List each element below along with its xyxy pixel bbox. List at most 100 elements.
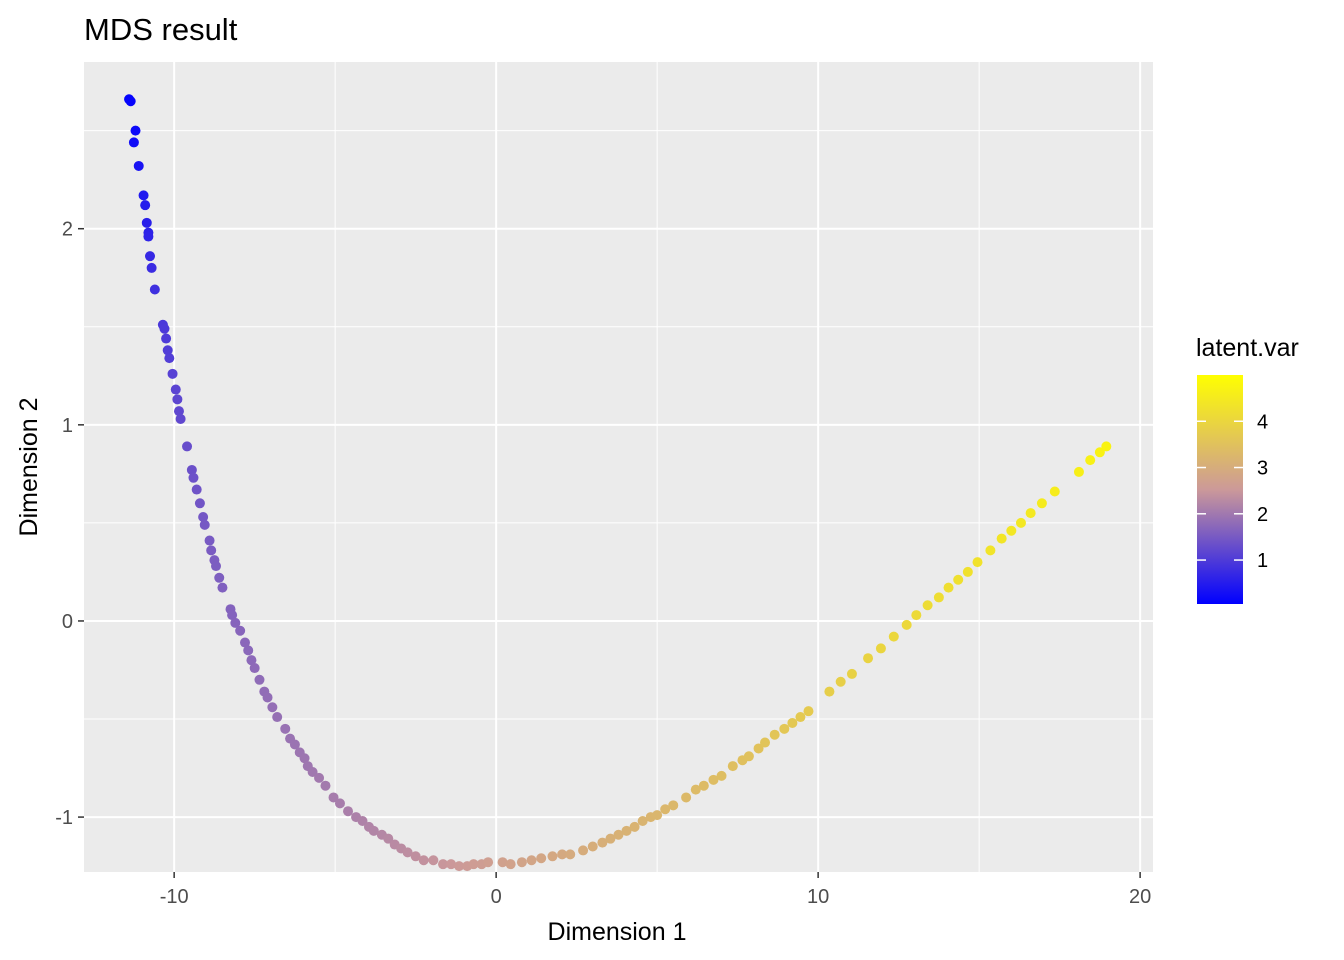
data-points xyxy=(124,94,1112,872)
data-point xyxy=(145,251,156,262)
legend-colorbar xyxy=(1197,375,1243,604)
data-point xyxy=(1036,498,1047,509)
data-point xyxy=(803,706,814,717)
data-point xyxy=(1015,517,1026,528)
legend-ticks: 1 2 3 4 xyxy=(1197,411,1268,572)
data-point xyxy=(743,751,754,762)
data-point xyxy=(410,851,421,862)
data-point xyxy=(146,262,157,273)
data-point xyxy=(727,761,738,772)
data-point xyxy=(1085,455,1096,466)
data-point xyxy=(128,137,139,148)
data-point xyxy=(320,780,331,791)
chart-title: MDS result xyxy=(84,12,238,47)
data-point xyxy=(668,800,679,811)
x-axis-label: Dimension 1 xyxy=(548,918,687,946)
data-point xyxy=(1101,441,1112,452)
data-point xyxy=(188,472,199,483)
data-point xyxy=(985,545,996,556)
data-point xyxy=(368,825,379,836)
data-point xyxy=(690,784,701,795)
y-tick-label: 0 xyxy=(62,611,73,633)
data-point xyxy=(254,674,265,685)
data-point xyxy=(130,125,141,136)
data-point xyxy=(198,512,209,523)
data-point xyxy=(1049,486,1060,497)
data-point xyxy=(716,770,727,781)
data-point xyxy=(343,806,354,817)
data-point xyxy=(211,561,222,572)
data-point xyxy=(402,847,413,858)
data-point xyxy=(383,833,394,844)
data-point xyxy=(280,723,291,734)
data-point xyxy=(267,702,278,713)
data-point xyxy=(438,859,449,870)
data-point xyxy=(996,533,1007,544)
data-point xyxy=(953,574,964,585)
data-point xyxy=(418,855,429,866)
data-point xyxy=(173,406,184,417)
data-point xyxy=(637,816,648,827)
legend-tick-label: 4 xyxy=(1257,411,1268,433)
legend-tick-label: 3 xyxy=(1257,458,1268,480)
data-point xyxy=(133,160,144,171)
data-point xyxy=(204,535,215,546)
data-point xyxy=(299,753,310,764)
data-point xyxy=(972,557,983,568)
data-point xyxy=(143,231,154,242)
data-point xyxy=(214,572,225,583)
data-point xyxy=(526,855,537,866)
data-point xyxy=(565,849,576,860)
data-point xyxy=(191,484,202,495)
data-point xyxy=(161,333,172,344)
data-point xyxy=(314,772,325,783)
data-point xyxy=(206,545,217,556)
data-point xyxy=(357,816,368,827)
data-point xyxy=(681,792,692,803)
data-point xyxy=(824,686,835,697)
data-point xyxy=(167,368,178,379)
y-axis-label: Dimension 2 xyxy=(15,398,43,537)
data-point xyxy=(246,655,257,666)
data-point xyxy=(536,853,547,864)
data-point xyxy=(140,200,151,211)
data-point xyxy=(547,851,558,862)
data-point xyxy=(175,413,186,424)
data-point xyxy=(194,498,205,509)
data-point xyxy=(922,600,933,611)
data-point xyxy=(613,829,624,840)
data-point xyxy=(199,519,210,530)
data-point xyxy=(660,804,671,815)
plot-panel xyxy=(84,62,1153,872)
data-point xyxy=(272,712,283,723)
x-tick-label: 20 xyxy=(1129,886,1151,908)
y-tick-label: 2 xyxy=(62,219,73,241)
x-tick-label: 0 xyxy=(491,886,502,908)
data-point xyxy=(289,739,300,750)
data-point xyxy=(235,625,246,636)
data-point xyxy=(708,774,719,785)
data-point xyxy=(605,833,616,844)
data-point xyxy=(227,610,238,621)
data-point xyxy=(249,663,260,674)
data-point xyxy=(779,723,790,734)
data-point xyxy=(621,825,632,836)
data-point xyxy=(230,617,241,628)
data-point xyxy=(1094,447,1105,458)
legend-tick-label: 1 xyxy=(1257,550,1268,572)
data-point xyxy=(172,394,183,405)
data-point xyxy=(1006,525,1017,536)
data-point xyxy=(846,668,857,679)
data-point xyxy=(578,845,589,856)
data-point xyxy=(141,217,152,228)
data-point xyxy=(262,692,273,703)
data-point xyxy=(760,737,771,748)
legend-tick-label: 2 xyxy=(1257,504,1268,526)
data-point xyxy=(557,849,568,860)
data-point xyxy=(162,345,173,356)
data-point xyxy=(943,582,954,593)
data-point xyxy=(698,780,709,791)
data-point xyxy=(505,859,516,870)
data-point xyxy=(587,841,598,852)
